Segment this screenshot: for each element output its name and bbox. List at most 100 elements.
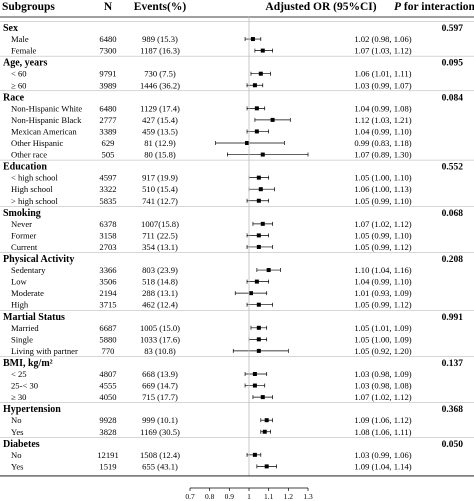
- n-value: 3322: [99, 184, 116, 194]
- header-events: Events(%): [134, 1, 187, 13]
- events-value: 715 (17.7): [142, 392, 178, 402]
- or-ci-value: 1.04 (0.99, 1.10): [354, 126, 411, 136]
- or-ci-value: 1.03 (0.99, 1.07): [354, 80, 411, 90]
- events-value: 1005 (15.0): [140, 323, 180, 333]
- subgroup-label: Married: [11, 323, 39, 333]
- events-value: 80 (15.8): [144, 150, 176, 160]
- subgroup-label: Never: [11, 219, 32, 229]
- or-point: [254, 279, 259, 284]
- or-point: [252, 372, 257, 376]
- or-ci-value: 1.07 (1.03, 1.12): [354, 46, 411, 56]
- group-label: Hypertension: [3, 404, 61, 415]
- p-interaction-value: 0.095: [442, 59, 464, 69]
- or-point: [264, 464, 269, 469]
- n-value: 5835: [99, 196, 116, 206]
- header-p-letter: P: [394, 1, 402, 13]
- header-or: Adjusted OR (95%CI): [265, 1, 376, 13]
- or-point: [270, 117, 275, 122]
- p-interaction-value: 0.991: [442, 313, 464, 323]
- group-label: Sex: [3, 23, 18, 34]
- or-ci-value: 1.08 (1.06, 1.11): [355, 427, 412, 437]
- or-point: [254, 129, 259, 134]
- subgroup-label: ≥ 30: [11, 392, 26, 402]
- or-ci-value: 1.04 (0.99, 1.10): [354, 277, 411, 287]
- events-value: 711 (22.5): [142, 230, 178, 240]
- x-tick-label: 0.7: [185, 492, 195, 501]
- subgroup-label: Female: [11, 46, 36, 56]
- or-ci-value: 1.09 (1.06, 1.12): [354, 415, 411, 425]
- subgroup-label: Yes: [11, 427, 24, 437]
- or-ci-value: 0.99 (0.83, 1.18): [354, 138, 411, 148]
- events-value: 83 (10.8): [144, 346, 176, 356]
- subgroup-label: Non-Hispanic White: [11, 103, 82, 113]
- n-value: 1519: [99, 461, 116, 471]
- or-point: [260, 395, 265, 400]
- x-tick-label: 1: [247, 492, 251, 501]
- x-tick-label: 1.2: [284, 492, 294, 501]
- n-value: 3715: [99, 300, 116, 310]
- subgroup-label: Living with partner: [11, 346, 78, 356]
- or-point: [252, 452, 257, 457]
- x-tick-label: 1.3: [303, 492, 313, 501]
- events-value: 1508 (12.4): [140, 450, 180, 460]
- x-tick-label: 1.1: [264, 492, 274, 501]
- or-ci-value: 1.05 (1.00, 1.10): [354, 173, 411, 183]
- n-value: 9928: [99, 415, 116, 425]
- n-value: 629: [102, 138, 115, 148]
- n-value: 2703: [99, 242, 116, 252]
- or-ci-value: 1.10 (1.04, 1.16): [354, 265, 411, 275]
- or-ci-value: 1.05 (0.92, 1.20): [354, 346, 411, 356]
- header-n: N: [104, 1, 113, 13]
- subgroup-label: No: [11, 450, 22, 460]
- events-value: 1169 (30.5): [140, 427, 180, 437]
- or-point: [258, 187, 263, 192]
- events-value: 81 (12.9): [144, 138, 176, 148]
- or-ci-value: 1.03 (0.98, 1.08): [354, 381, 411, 391]
- or-ci-value: 1.06 (1.00, 1.13): [354, 184, 411, 194]
- group-label: BMI, kg/m²: [3, 358, 53, 369]
- n-value: 5880: [99, 334, 116, 344]
- events-value: 1446 (36.2): [140, 80, 180, 90]
- p-interaction-value: 0.208: [442, 255, 464, 265]
- or-point: [256, 325, 261, 330]
- events-value: 288 (13.1): [142, 288, 178, 298]
- n-value: 3989: [99, 80, 116, 90]
- p-interaction-value: 0.137: [442, 359, 464, 369]
- n-value: 2777: [99, 115, 117, 125]
- or-ci-value: 1.05 (0.99, 1.12): [354, 242, 411, 252]
- events-value: 354 (13.1): [142, 242, 178, 252]
- p-interaction-value: 0.068: [442, 209, 464, 219]
- group-label: Diabetes: [3, 439, 40, 450]
- or-ci-value: 1.03 (0.99, 1.06): [354, 450, 411, 460]
- or-ci-value: 1.07 (0.89, 1.30): [354, 150, 411, 160]
- events-value: 668 (13.9): [142, 369, 178, 379]
- or-point: [260, 48, 265, 53]
- or-point: [252, 383, 257, 388]
- or-ci-value: 1.03 (0.98, 1.09): [354, 369, 411, 379]
- or-point: [256, 244, 261, 249]
- p-interaction-value: 0.368: [442, 405, 464, 415]
- group-label: Physical Activity: [3, 254, 74, 265]
- events-value: 518 (14.8): [142, 277, 178, 287]
- n-value: 3828: [99, 427, 116, 437]
- subgroup-label: Current: [11, 242, 38, 252]
- or-point: [262, 429, 267, 434]
- or-point: [258, 71, 263, 76]
- subgroup-label: Mexican American: [11, 126, 77, 136]
- events-value: 1129 (17.4): [140, 103, 180, 113]
- or-point: [256, 348, 261, 353]
- n-value: 6378: [99, 219, 116, 229]
- subgroup-label: 25-< 30: [11, 381, 38, 391]
- n-value: 3366: [99, 265, 117, 275]
- or-point: [260, 221, 265, 226]
- subgroup-label: ≥ 60: [11, 80, 26, 90]
- or-point: [256, 302, 261, 307]
- n-value: 4807: [99, 369, 117, 379]
- subgroup-label: Low: [11, 277, 28, 287]
- x-tick-label: 0.8: [205, 492, 215, 501]
- subgroup-label: Non-Hispanic Black: [11, 115, 82, 125]
- subgroup-label: Male: [11, 34, 29, 44]
- or-point: [256, 198, 261, 203]
- or-point: [256, 175, 261, 180]
